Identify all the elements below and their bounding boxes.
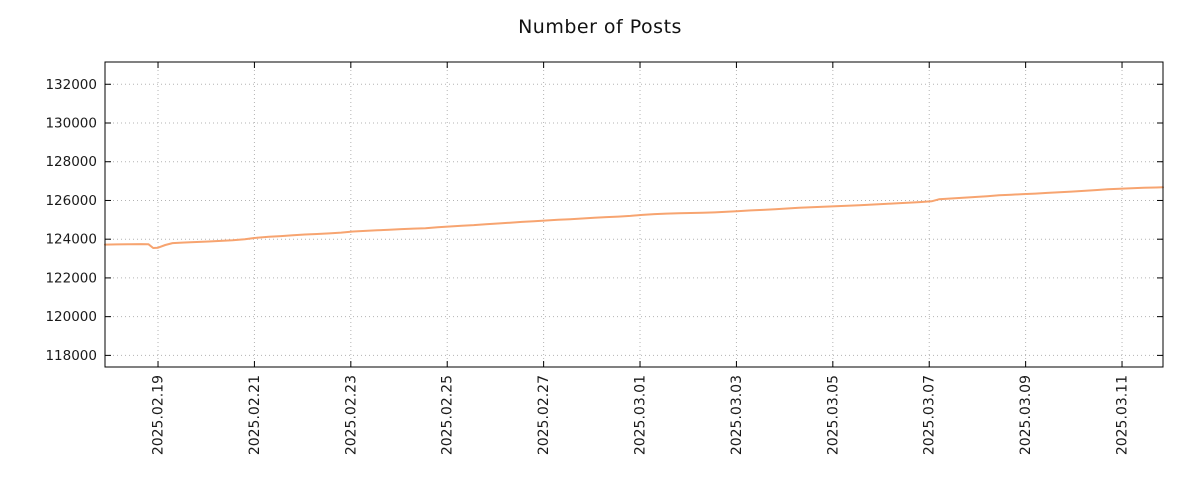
plot-border	[104, 61, 1164, 368]
y-tick-label: 126000	[45, 193, 97, 209]
x-tick-label: 2025.03.05	[825, 375, 841, 455]
x-tick-label: 2025.03.09	[1018, 375, 1034, 455]
x-tick-label: 2025.02.19	[151, 375, 167, 455]
y-tick-label: 124000	[45, 232, 97, 248]
x-tick-label: 2025.02.21	[247, 375, 263, 455]
x-tick-label: 2025.02.25	[440, 375, 456, 455]
x-tick-label: 2025.03.01	[633, 375, 649, 455]
x-tick-label: 2025.03.11	[1115, 375, 1131, 455]
y-tick-label: 128000	[45, 154, 97, 170]
y-tick-label: 120000	[45, 309, 97, 325]
x-tick-label: 2025.02.23	[343, 375, 359, 455]
y-tick-label: 130000	[45, 116, 97, 132]
y-tick-label: 132000	[45, 77, 97, 93]
x-tick-label: 2025.03.07	[922, 375, 938, 455]
x-tick-label: 2025.03.03	[729, 375, 745, 455]
x-tick-label: 2025.02.27	[536, 375, 552, 455]
y-tick-label: 122000	[45, 270, 97, 286]
chart-title: Number of Posts	[518, 16, 682, 38]
y-tick-label: 118000	[45, 348, 97, 364]
series-line	[104, 186, 1164, 249]
